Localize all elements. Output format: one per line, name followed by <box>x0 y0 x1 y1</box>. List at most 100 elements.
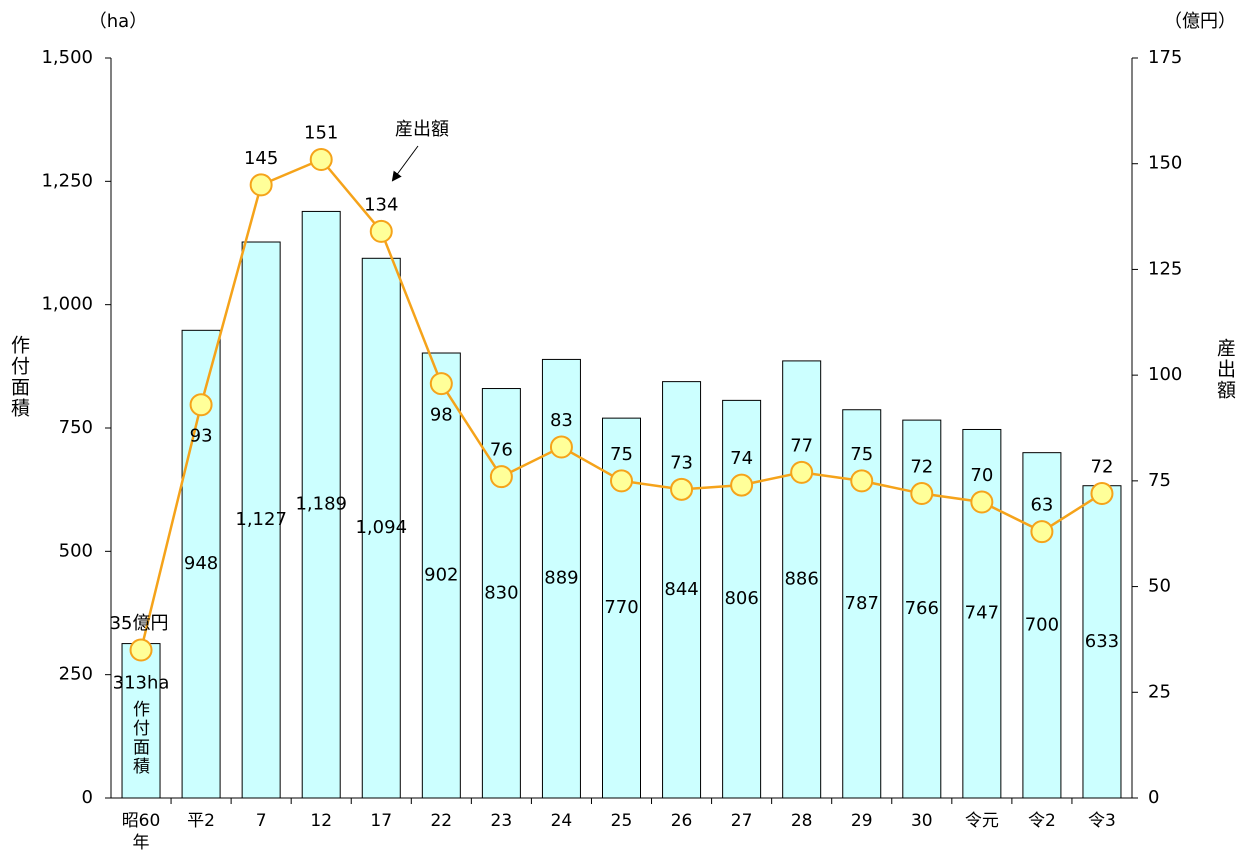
line-value-label: 134 <box>364 194 398 215</box>
line-value-label: 72 <box>910 457 933 478</box>
x-tick-label: 17 <box>370 811 393 831</box>
y-axis-label: 作付面積 <box>8 335 30 419</box>
y-tick-label: 250 <box>59 664 93 685</box>
x-tick-label: 26 <box>670 811 693 831</box>
bar <box>361 257 401 799</box>
y2-tick-label: 0 <box>1148 787 1159 808</box>
x-tick-label: 23 <box>490 811 513 831</box>
line-value-label: 98 <box>430 405 453 426</box>
bar-value-label: 806 <box>724 588 758 609</box>
line-marker <box>189 393 213 417</box>
y2-tick-label: 25 <box>1148 681 1171 702</box>
bar-value-label: 1,127 <box>235 509 287 530</box>
line-marker <box>850 469 874 493</box>
x-tick-label: 令3 <box>1088 811 1116 831</box>
bar-value-label: 633 <box>1085 631 1119 652</box>
line-value-label: 75 <box>850 444 873 465</box>
line-value-label: 75 <box>610 444 633 465</box>
x-tick-label: 27 <box>730 811 753 831</box>
y2-tick-label: 150 <box>1148 153 1182 174</box>
x-tick-label: 28 <box>790 811 813 831</box>
bar-value-label: 830 <box>484 582 518 603</box>
bar-value-label: 747 <box>965 603 999 624</box>
line-value-label: 35億円 <box>110 613 169 634</box>
y2-tick-label: 125 <box>1148 258 1182 279</box>
bar-value-label: 770 <box>604 597 638 618</box>
annotation-arrow <box>391 145 419 182</box>
bar <box>421 352 461 799</box>
line-marker <box>790 460 814 484</box>
x-tick-label: 30 <box>910 811 933 831</box>
line-marker <box>970 490 994 514</box>
y-tick-label: 500 <box>59 540 93 561</box>
bar-value-label: 889 <box>544 568 578 589</box>
line-marker <box>249 173 273 197</box>
x-tick-label: 25 <box>610 811 633 831</box>
annotation: 産出額 <box>395 119 449 140</box>
y-tick-label: 1,000 <box>41 294 93 315</box>
x-tick-label: 平2 <box>187 811 215 831</box>
line-value-label: 72 <box>1091 457 1114 478</box>
bar-value-label: 1,094 <box>355 517 407 538</box>
line-marker <box>910 482 934 506</box>
bar <box>722 399 762 799</box>
y2-tick-label: 75 <box>1148 470 1171 491</box>
line-value-label: 77 <box>790 435 813 456</box>
line-marker <box>429 372 453 396</box>
line-value-label: 73 <box>670 452 693 473</box>
x-tick-label: 24 <box>550 811 573 831</box>
y-unit: （ha） <box>89 11 147 32</box>
bar-value-label: 1,189 <box>295 494 347 515</box>
y-tick-label: 1,500 <box>41 47 93 68</box>
y2-tick-label: 175 <box>1148 47 1182 68</box>
x-tick-label: 7 <box>255 811 267 831</box>
y2-unit: （億円） <box>1164 11 1236 32</box>
bar-value-label: 886 <box>784 568 818 589</box>
bar <box>1082 485 1122 799</box>
bar <box>662 381 702 799</box>
annotation: 作付面積 <box>129 700 149 776</box>
line-marker <box>1030 520 1054 544</box>
line-value-label: 83 <box>550 410 573 431</box>
bar <box>241 241 281 799</box>
y2-tick-label: 50 <box>1148 576 1171 597</box>
bar-value-label: 787 <box>845 593 879 614</box>
line-marker <box>1090 482 1114 506</box>
line-value-label: 151 <box>304 122 338 143</box>
x-tick-label: 令2 <box>1027 811 1056 831</box>
line-marker <box>670 477 694 501</box>
bar-value-label: 313ha <box>113 673 170 694</box>
line-marker <box>730 473 754 497</box>
x-tick-label: 昭60年 <box>121 811 161 853</box>
y2-axis-label: 産出額 <box>1214 338 1236 401</box>
bar <box>1022 452 1062 799</box>
line-value-label: 70 <box>970 465 993 486</box>
x-tick-label: 22 <box>430 811 453 831</box>
x-tick-label: 29 <box>850 811 873 831</box>
bar <box>541 358 581 799</box>
bar-value-label: 948 <box>184 553 218 574</box>
y-tick-label: 0 <box>82 787 93 808</box>
line-value-label: 93 <box>190 426 213 447</box>
bar-value-label: 844 <box>664 579 698 600</box>
bar <box>782 360 822 799</box>
line-value-label: 76 <box>490 440 513 461</box>
x-tick-label: 令元 <box>964 811 999 831</box>
bar-value-label: 902 <box>424 565 458 586</box>
bar-value-label: 700 <box>1025 614 1059 635</box>
y-tick-label: 750 <box>59 417 93 438</box>
y-tick-label: 1,250 <box>41 170 93 191</box>
y2-tick-label: 100 <box>1148 364 1182 385</box>
line-marker <box>129 638 153 662</box>
line-marker <box>369 219 393 243</box>
line-marker <box>309 147 333 171</box>
line-marker <box>549 435 573 459</box>
line-value-label: 145 <box>244 148 278 169</box>
line-marker <box>610 469 633 493</box>
bar <box>301 210 341 799</box>
line-marker <box>489 465 513 489</box>
bar-value-label: 766 <box>905 598 939 619</box>
line-value-label: 74 <box>730 448 753 469</box>
